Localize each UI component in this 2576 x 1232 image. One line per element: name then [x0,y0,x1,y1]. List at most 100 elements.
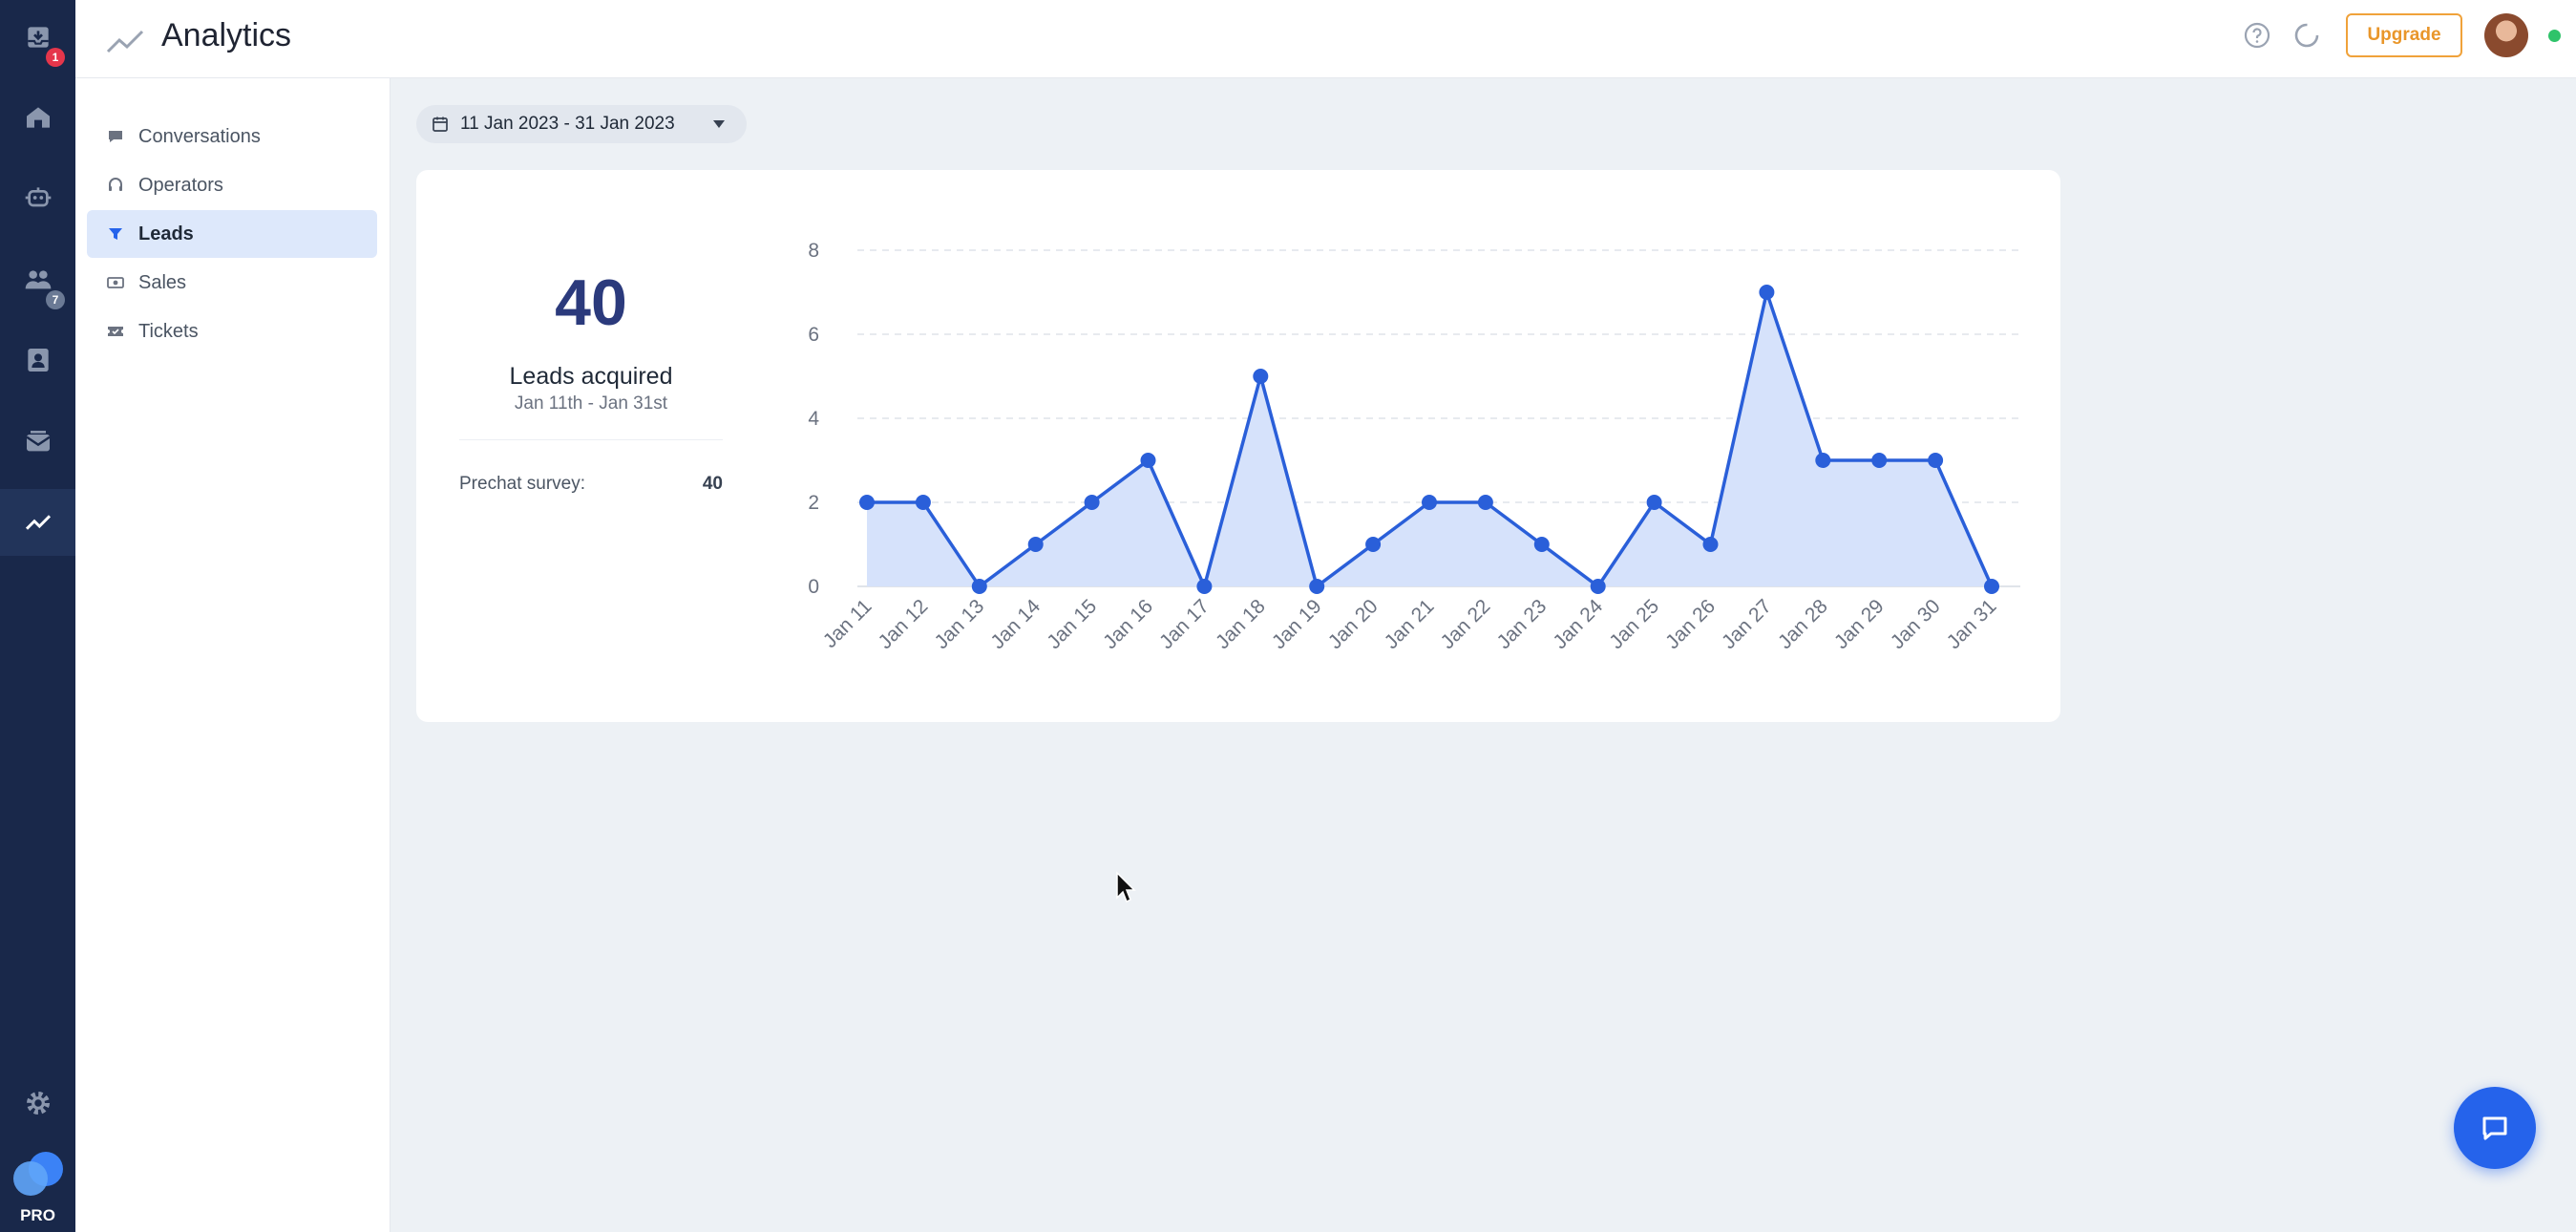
subnav-item-conversations[interactable]: Conversations [87,113,377,160]
rail-team-button[interactable] [0,246,75,313]
online-status-dot [2548,30,2561,42]
data-point [1759,285,1775,300]
loading-spinner-icon [2294,23,2319,48]
x-tick-label: Jan 27 [1718,595,1776,653]
x-tick-label: Jan 11 [819,595,876,652]
mail-stack-icon [25,431,51,452]
leads-card: 40 Leads acquired Jan 11th - Jan 31st Pr… [416,170,2060,722]
rail-settings-button[interactable] [0,1070,75,1136]
breakdown-value: 40 [702,474,723,494]
data-point [1984,579,1999,594]
data-point [1871,453,1888,468]
leads-total-label: Leads acquired [509,363,673,390]
gear-icon [26,1092,50,1115]
data-point [1646,495,1662,510]
y-tick-label: 8 [808,240,819,262]
data-point [859,495,875,510]
summary-divider [459,439,723,440]
data-point [1815,453,1831,468]
x-tick-label: Jan 25 [1605,595,1663,653]
x-tick-label: Jan 17 [1155,595,1214,653]
inbox-icon [27,27,49,48]
x-tick-label: Jan 22 [1437,595,1495,653]
data-point [1702,537,1719,552]
data-point [1140,453,1156,468]
rail-analytics-button[interactable] [0,489,75,556]
top-header: Analytics Upgrade [75,0,2576,78]
date-range-label: 11 Jan 2023 - 31 Jan 2023 [460,114,675,134]
leads-date-range: Jan 11th - Jan 31st [514,393,668,414]
subnav-item-tickets[interactable]: Tickets [87,308,377,355]
x-tick-label: Jan 18 [1212,595,1270,653]
chat-widget-button[interactable] [2454,1087,2536,1169]
app-rail: 1 7 PRO [0,0,75,1232]
headset-icon [109,178,122,191]
subnav-item-label: Sales [138,271,187,293]
subnav-item-operators[interactable]: Operators [87,161,377,209]
x-tick-label: Jan 12 [875,595,933,653]
leads-total: 40 [555,266,627,339]
data-point [1365,537,1382,552]
bot-icon [25,187,51,207]
rail-inbox-button[interactable] [0,4,75,71]
rail-contacts-button[interactable] [0,327,75,393]
rail-home-button[interactable] [0,84,75,151]
trend-line-icon [25,515,51,530]
x-tick-label: Jan 28 [1774,595,1832,653]
x-tick-label: Jan 14 [986,595,1045,653]
data-point [915,495,931,510]
data-point [1590,579,1606,594]
cash-icon [107,277,124,288]
pro-label: PRO [20,1206,55,1224]
brand-logo-icon [13,1152,63,1196]
subnav-item-sales[interactable]: Sales [87,259,377,307]
data-point [1422,495,1437,510]
upgrade-button[interactable]: Upgrade [2346,13,2462,57]
data-point [1477,495,1493,510]
data-point [1533,537,1550,552]
chevron-down-icon [713,120,725,128]
ticket-icon [108,327,123,336]
subnav-item-label: Operators [138,174,223,196]
data-point [1309,579,1325,594]
x-tick-label: Jan 19 [1268,595,1326,653]
subnav-item-leads[interactable]: Leads [87,210,377,258]
page-title: Analytics [161,17,292,53]
date-range-picker[interactable]: 11 Jan 2023 - 31 Jan 2023 [416,105,747,143]
chat-bubble-icon [109,131,122,142]
contacts-icon [27,349,49,372]
x-tick-label: Jan 13 [930,595,988,653]
data-point [1253,369,1269,384]
data-point [1084,495,1100,510]
y-tick-label: 0 [808,576,819,598]
funnel-icon [109,228,122,240]
x-tick-label: Jan 31 [1943,595,2001,653]
data-point [1928,453,1944,468]
subnav-item-label: Leads [138,223,194,244]
calendar-icon [433,117,448,132]
analytics-subnav: Conversations Operators Leads Sales Tick… [75,78,391,1232]
subnav-item-label: Tickets [138,320,199,342]
chat-icon [2482,1116,2507,1140]
y-tick-label: 4 [808,408,819,430]
y-tick-label: 2 [808,492,819,514]
data-point [1196,579,1213,594]
x-tick-label: Jan 26 [1661,595,1720,653]
x-tick-label: Jan 21 [1381,595,1439,653]
x-tick-label: Jan 16 [1099,595,1157,653]
team-icon [25,270,51,289]
x-tick-label: Jan 23 [1492,595,1551,653]
rail-campaigns-button[interactable] [0,409,75,476]
x-tick-label: Jan 15 [1043,595,1101,653]
inbox-badge: 1 [46,48,65,67]
home-icon [26,107,50,128]
subnav-item-label: Conversations [138,125,261,147]
rail-bot-button[interactable] [0,164,75,231]
breakdown-label: Prechat survey: [459,474,585,494]
team-badge: 7 [46,290,65,309]
user-avatar[interactable] [2484,13,2528,57]
help-icon[interactable] [2243,21,2271,50]
analytics-trend-icon [106,30,144,53]
x-tick-label: Jan 20 [1324,595,1383,653]
